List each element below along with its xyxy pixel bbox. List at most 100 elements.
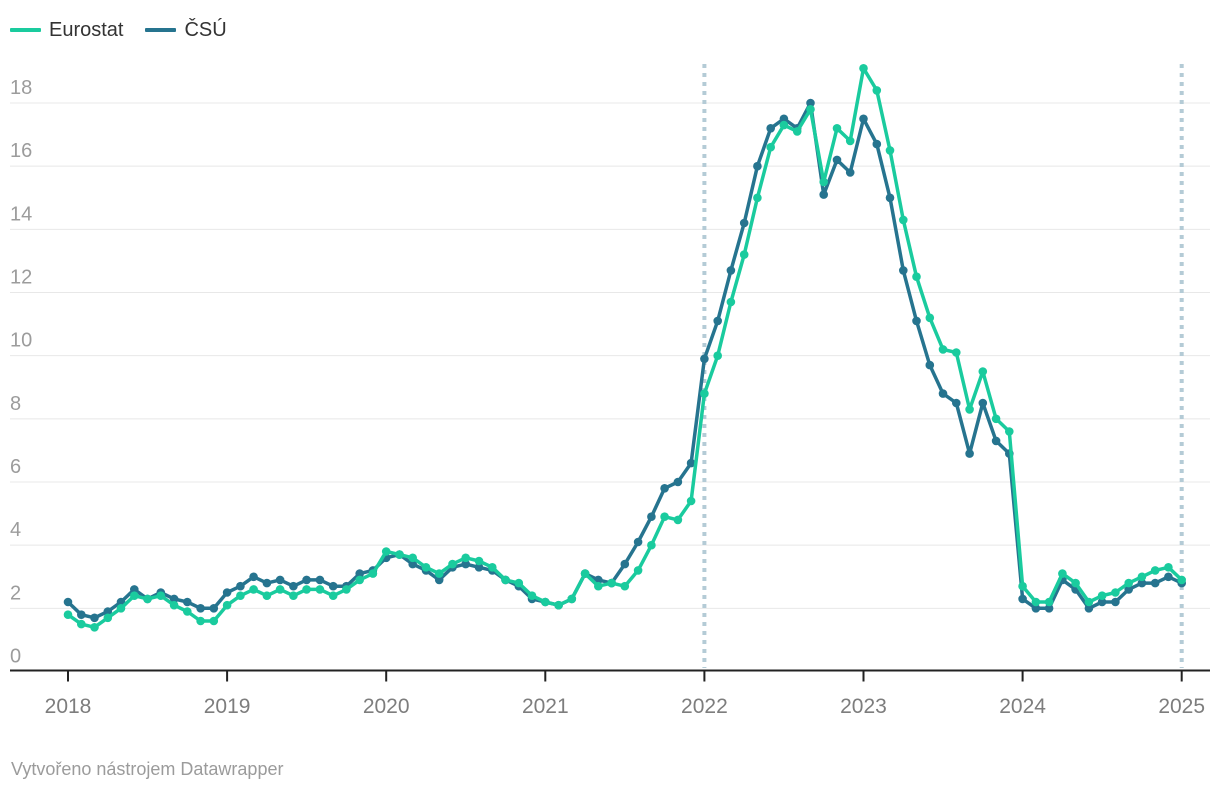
data-point-marker-csu <box>434 575 444 585</box>
data-point-marker-eurostat <box>1150 566 1160 575</box>
data-point-marker-eurostat <box>222 600 232 610</box>
data-point-marker-csu <box>222 588 232 597</box>
data-point-marker-csu <box>209 604 219 613</box>
y-tick-label: 16 <box>10 140 32 162</box>
data-point-marker-csu <box>1097 597 1107 607</box>
data-point-marker-eurostat <box>779 120 789 130</box>
data-point-marker-csu <box>620 559 630 569</box>
data-point-marker-eurostat <box>713 351 722 361</box>
data-point-marker-eurostat <box>355 575 365 585</box>
data-point-marker-eurostat <box>328 591 338 600</box>
data-point-marker-csu <box>753 161 762 171</box>
data-point-marker-csu <box>726 266 736 275</box>
x-tick-label: 2018 <box>45 695 92 718</box>
data-point-marker-eurostat <box>1177 575 1186 585</box>
data-point-marker-csu <box>236 581 245 591</box>
data-point-marker-eurostat <box>368 569 378 578</box>
data-point-marker-eurostat <box>1164 563 1173 572</box>
x-tick-label: 2022 <box>681 695 728 718</box>
data-point-marker-csu <box>262 578 272 588</box>
data-point-marker-eurostat <box>991 414 1001 424</box>
y-tick-label: 10 <box>10 330 32 352</box>
data-point-marker-eurostat <box>819 177 828 187</box>
data-point-marker-csu <box>991 436 1001 446</box>
y-tick-label: 8 <box>10 393 21 415</box>
data-point-marker-csu <box>474 563 484 572</box>
data-point-marker-csu <box>169 594 179 604</box>
data-point-marker-eurostat <box>580 569 590 578</box>
data-point-marker-eurostat <box>1005 427 1014 436</box>
data-point-marker-csu <box>315 575 325 585</box>
data-point-marker-csu <box>819 190 828 199</box>
data-point-marker-eurostat <box>938 345 948 354</box>
data-point-marker-csu <box>302 575 311 585</box>
x-tick-label: 2023 <box>840 695 887 718</box>
data-point-marker-csu <box>739 218 749 228</box>
data-point-marker-eurostat <box>633 566 643 575</box>
data-point-marker-eurostat <box>1044 597 1054 607</box>
data-point-marker-eurostat <box>700 389 709 398</box>
data-point-marker-csu <box>183 597 192 607</box>
data-point-marker-eurostat <box>527 591 537 600</box>
data-point-marker-eurostat <box>474 556 484 566</box>
data-point-marker-eurostat <box>859 64 868 73</box>
data-point-marker-eurostat <box>249 585 258 594</box>
data-point-marker-eurostat <box>501 575 510 585</box>
data-point-marker-eurostat <box>872 86 882 95</box>
data-point-marker-csu <box>1150 578 1160 588</box>
data-point-marker-eurostat <box>275 585 285 594</box>
attribution-footer-link[interactable]: Vytvořeno nástrojem Datawrapper <box>11 759 284 779</box>
data-point-marker-csu <box>965 449 974 458</box>
data-point-marker-eurostat <box>739 250 749 259</box>
data-point-marker-csu <box>1164 572 1173 582</box>
legend-label-eurostat: Eurostat <box>49 19 124 41</box>
data-point-marker-csu <box>1111 597 1120 607</box>
legend-swatch-eurostat <box>10 28 41 32</box>
data-point-marker-eurostat <box>461 553 471 563</box>
data-point-marker-csu <box>938 389 948 398</box>
data-point-marker-eurostat <box>169 600 179 610</box>
data-point-marker-eurostat <box>753 193 762 203</box>
data-point-marker-csu <box>1044 604 1054 613</box>
data-point-marker-csu <box>686 458 696 468</box>
y-tick-label: 12 <box>10 267 32 289</box>
data-point-marker-csu <box>713 316 722 326</box>
data-point-marker-eurostat <box>448 559 457 569</box>
data-point-marker-eurostat <box>686 496 696 506</box>
x-tick-label: 2020 <box>363 695 410 718</box>
data-point-marker-eurostat <box>408 553 418 563</box>
data-point-marker-eurostat <box>381 547 391 556</box>
data-point-marker-csu <box>779 114 789 124</box>
data-point-marker-eurostat <box>726 297 736 307</box>
legend-swatch-csu <box>145 28 177 32</box>
data-point-marker-eurostat <box>541 597 550 607</box>
data-point-marker-csu <box>1084 604 1094 613</box>
legend-label-csu: ČSÚ <box>184 19 227 41</box>
data-point-marker-eurostat <box>1058 569 1067 578</box>
data-point-marker-eurostat <box>77 619 86 629</box>
data-point-marker-csu <box>647 512 656 521</box>
data-point-marker-csu <box>196 604 205 613</box>
data-point-marker-eurostat <box>660 512 669 521</box>
data-point-marker-csu <box>899 266 908 275</box>
data-point-marker-eurostat <box>1031 597 1041 607</box>
data-point-marker-csu <box>461 559 471 569</box>
y-tick-label: 2 <box>10 582 21 604</box>
data-point-marker-eurostat <box>1124 578 1133 588</box>
data-point-marker-csu <box>275 575 285 585</box>
data-point-marker-eurostat <box>607 578 616 588</box>
data-point-marker-eurostat <box>594 581 603 591</box>
data-point-marker-eurostat <box>421 563 431 572</box>
data-point-marker-csu <box>1031 604 1041 613</box>
data-point-marker-eurostat <box>965 405 974 414</box>
data-point-marker-csu <box>289 581 298 591</box>
data-point-marker-csu <box>103 607 113 616</box>
data-point-marker-csu <box>832 155 842 165</box>
data-point-marker-eurostat <box>925 313 935 323</box>
data-point-marker-csu <box>700 354 709 364</box>
data-point-marker-csu <box>673 477 683 487</box>
data-point-marker-csu <box>1018 594 1027 604</box>
data-point-marker-csu <box>885 193 895 203</box>
